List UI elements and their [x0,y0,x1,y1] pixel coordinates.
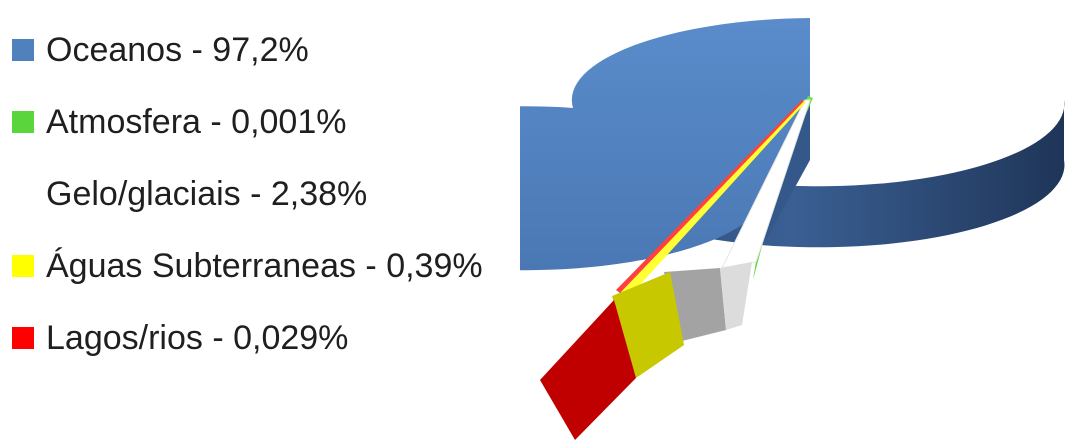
slice-gelo-top [721,99,811,269]
slice-aguas-top [620,100,806,298]
legend-item-lagos: Lagos/rios - 0,029% [12,302,532,374]
legend-label-lagos: Lagos/rios - 0,029% [46,318,349,357]
legend-label-gelo: Gelo/glaciais - 2,38% [46,174,368,213]
legend-label-oceanos: Oceanos - 97,2% [46,30,309,69]
slice-lagos-face [540,300,636,440]
legend-item-atmosfera: Atmosfera - 0,001% [12,86,532,158]
legend-swatch-gelo [12,183,34,205]
slice-aguas [612,100,806,378]
legend-label-atmosfera: Atmosfera - 0,001% [46,102,347,141]
chart-legend: Oceanos - 97,2% Atmosfera - 0,001% Gelo/… [12,14,532,374]
legend-item-oceanos: Oceanos - 97,2% [12,14,532,86]
legend-label-aguas: Águas Subterraneas - 0,39% [46,246,483,285]
slice-lagos-top [616,100,804,293]
slice-aguas-face [612,272,684,378]
legend-item-gelo: Gelo/glaciais - 2,38% [12,158,532,230]
pie-chart [520,18,1065,440]
legend-swatch-oceanos [12,39,34,61]
slice-oceanos-top [520,18,810,271]
legend-swatch-atmosfera [12,111,34,133]
legend-item-aguas: Águas Subterraneas - 0,39% [12,230,532,302]
legend-swatch-lagos [12,327,34,349]
slice-lagos [540,100,804,440]
legend-swatch-aguas [12,255,34,277]
slice-gelo-face-light [720,262,752,330]
